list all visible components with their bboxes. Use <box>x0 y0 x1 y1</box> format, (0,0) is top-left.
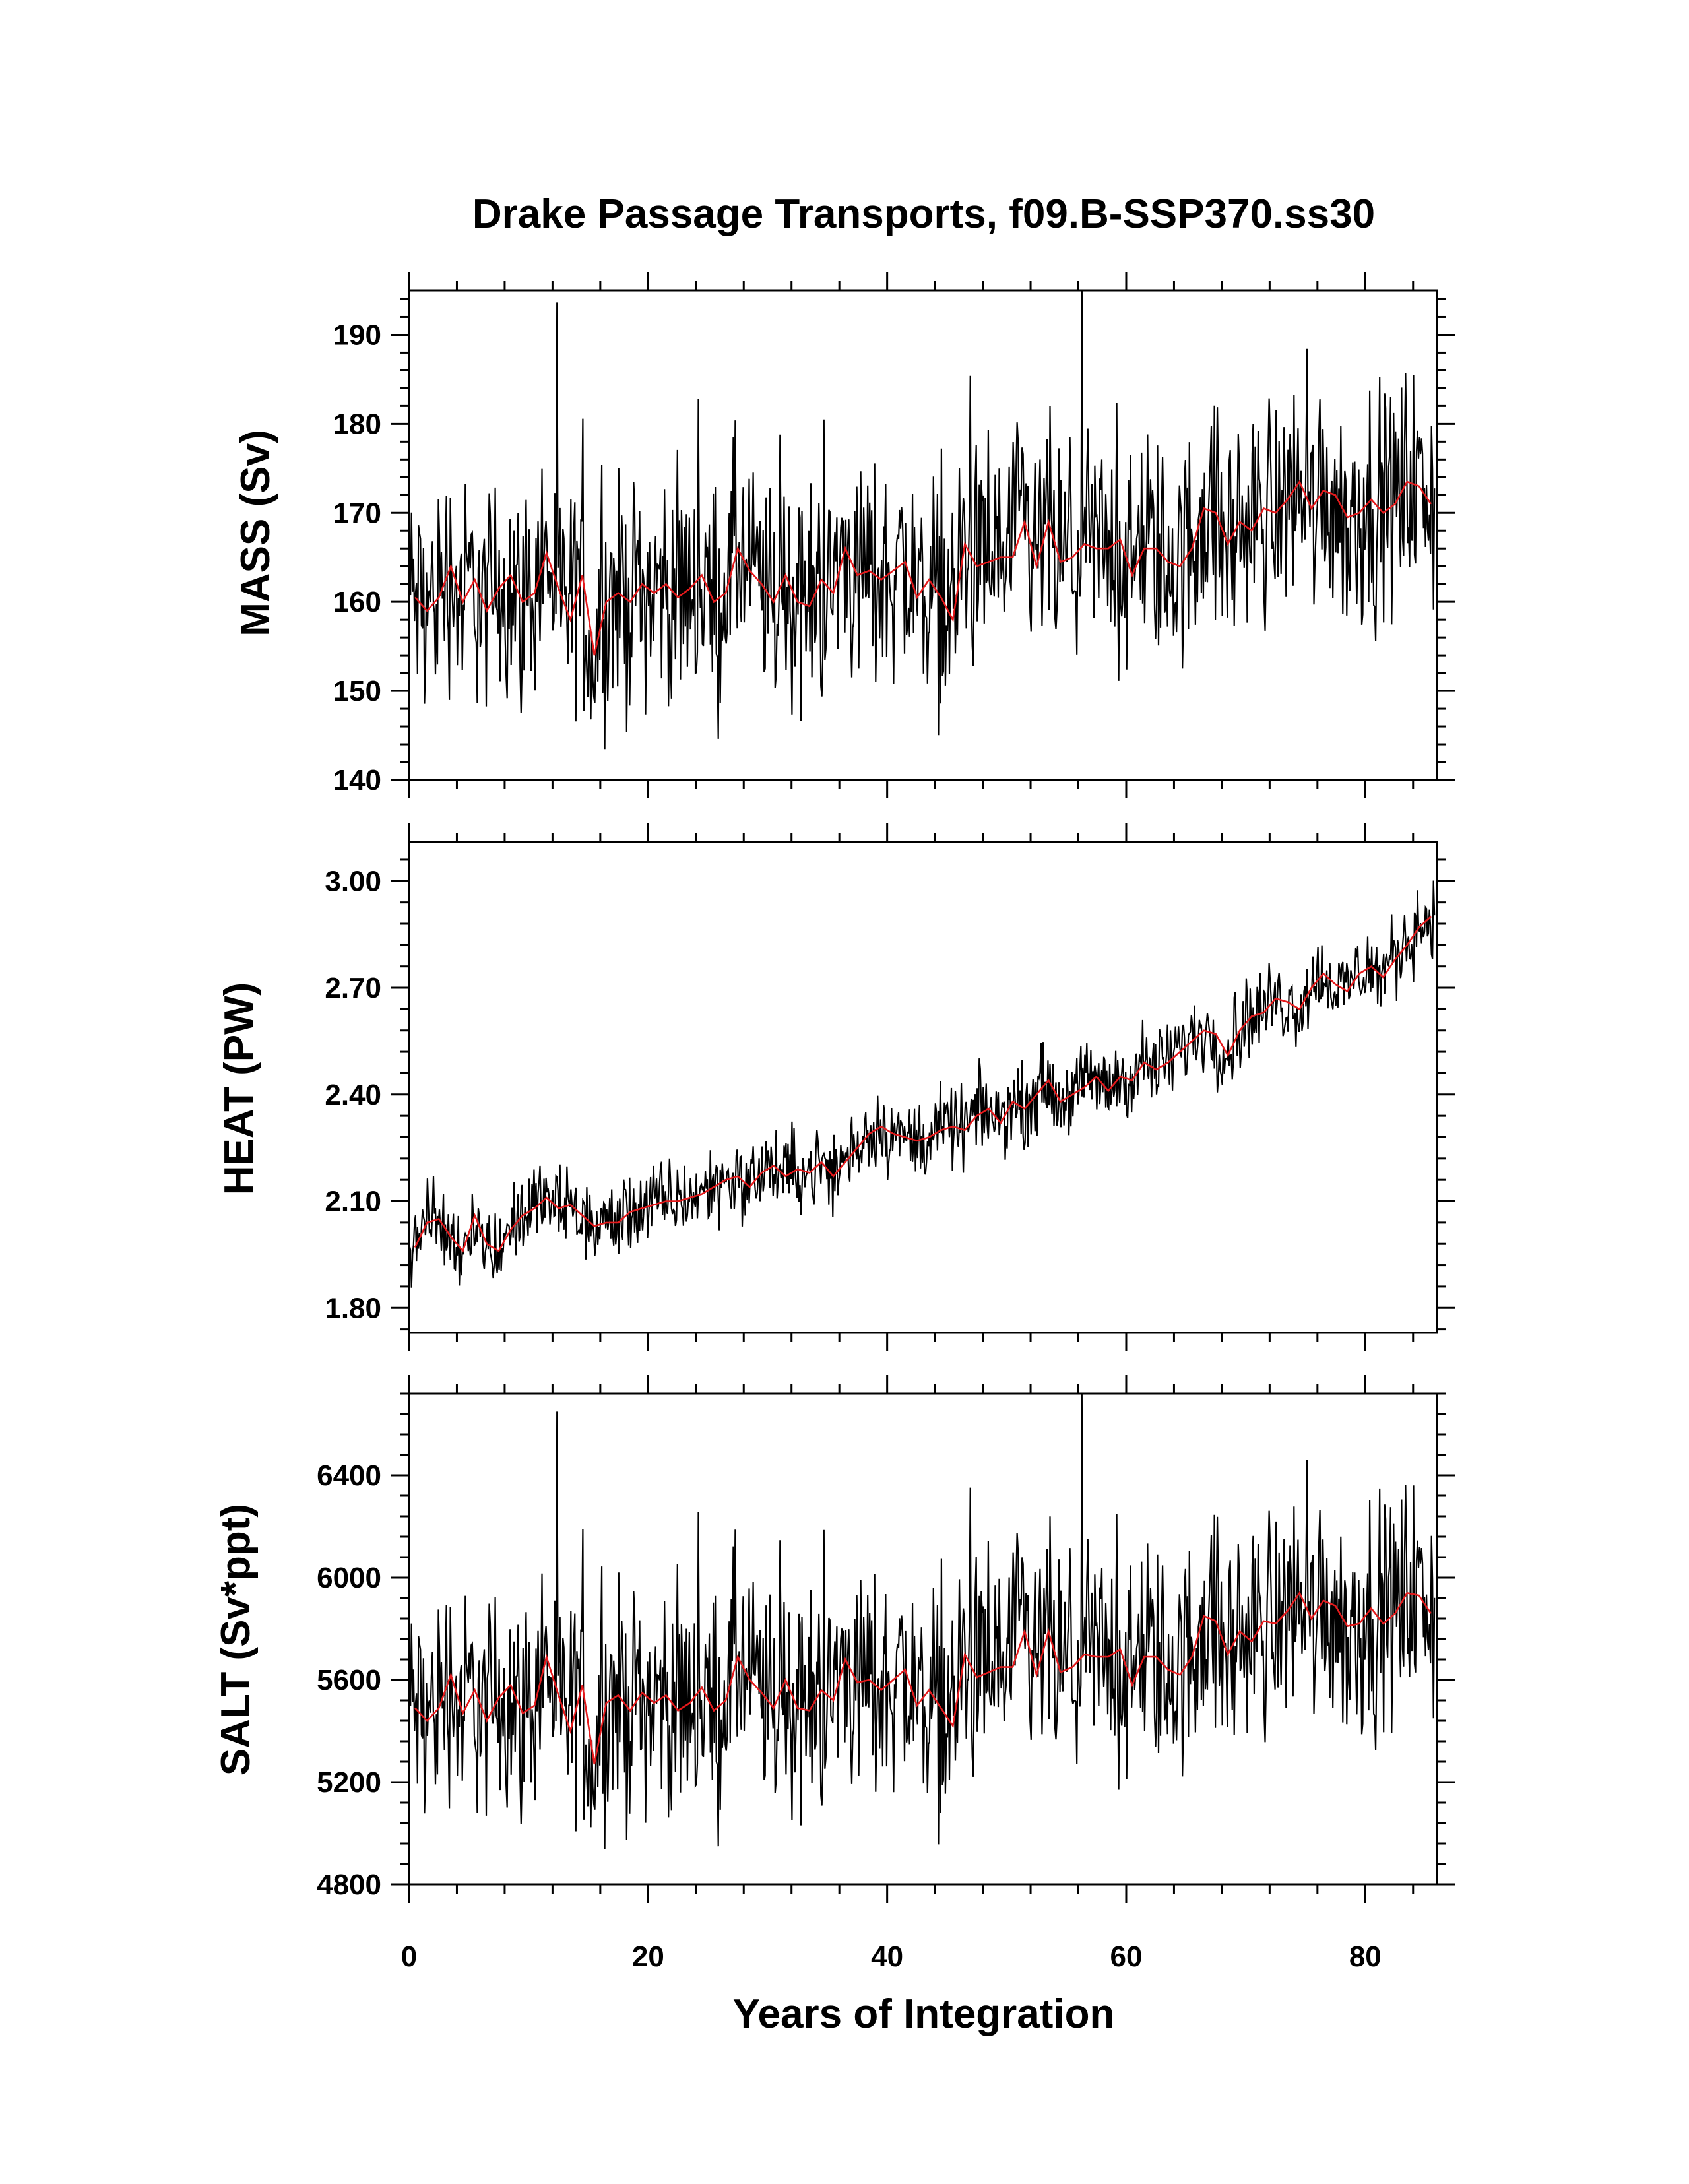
salt-y-tick-label: 6400 <box>317 1460 381 1492</box>
x-axis-label: Years of Integration <box>733 1991 1115 2037</box>
heat-plot-frame <box>408 841 1438 1334</box>
panel-salt: SALT (Sv*ppt) 4800 5200 5600 6000 6400 <box>213 1375 1455 1903</box>
heat-y-tick-label: 2.40 <box>325 1079 381 1111</box>
x-tick-label: 80 <box>1349 1941 1382 1973</box>
chart-title: Drake Passage Transports, f09.B-SSP370.s… <box>472 191 1375 237</box>
mass-y-tick-label: 180 <box>333 408 381 440</box>
mass-y-tick-label: 170 <box>333 497 381 529</box>
mass-y-axis-label: MASS (Sv) <box>233 430 278 636</box>
salt-y-tick-label: 6000 <box>317 1562 381 1594</box>
mass-monthly-series-line <box>409 290 1436 750</box>
mass-y-tick-label: 140 <box>333 764 381 796</box>
x-tick-label: 0 <box>401 1941 417 1973</box>
salt-annual-mean-line <box>414 1591 1432 1765</box>
mass-y-tick-label: 150 <box>333 675 381 707</box>
x-tick-label: 20 <box>632 1941 664 1973</box>
heat-monthly-series-line <box>409 880 1436 1288</box>
heat-y-tick-label: 2.70 <box>325 972 381 1004</box>
heat-annual-mean-line <box>414 916 1432 1253</box>
salt-y-tick-label: 5600 <box>317 1664 381 1696</box>
panel-heat: HEAT (PW) 1.80 2.10 2.40 2.70 3.00 <box>216 823 1455 1351</box>
heat-y-tick-label: 1.80 <box>325 1292 381 1324</box>
salt-y-tick-label: 4800 <box>317 1869 381 1901</box>
x-tick-label: 60 <box>1110 1941 1143 1973</box>
x-tick-label: 40 <box>871 1941 903 1973</box>
mass-annual-mean-line <box>414 480 1432 656</box>
salt-monthly-series-line <box>409 1394 1436 1849</box>
heat-y-tick-label: 3.00 <box>325 865 381 897</box>
salt-y-tick-label: 5200 <box>317 1766 381 1799</box>
heat-y-axis-label: HEAT (PW) <box>216 982 262 1196</box>
salt-y-axis-label: SALT (Sv*ppt) <box>213 1504 259 1776</box>
mass-y-tick-label: 190 <box>333 319 381 351</box>
mass-plot-frame <box>408 289 1438 781</box>
panel-mass: MASS (Sv) 140 150 160 170 180 190 <box>233 272 1455 798</box>
heat-y-tick-label: 2.10 <box>325 1186 381 1218</box>
mass-y-tick-label: 160 <box>333 586 381 618</box>
